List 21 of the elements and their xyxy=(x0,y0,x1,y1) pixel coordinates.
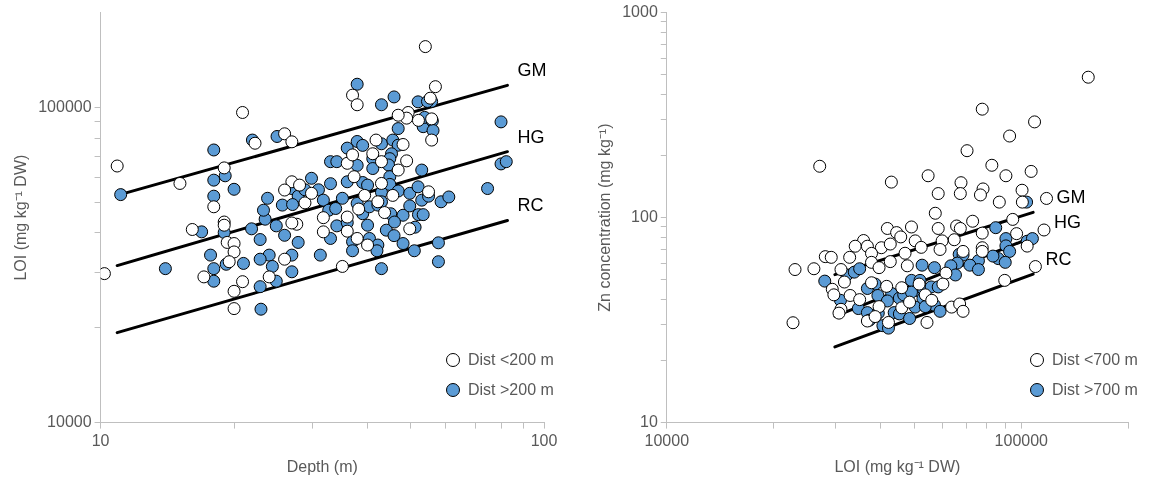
series-label: GM xyxy=(1056,187,1086,208)
x-tick-label: 100 xyxy=(530,431,558,449)
x-axis-title: LOI (mg kg⁻¹ DW) xyxy=(834,457,961,475)
x-tick-label: 10000 xyxy=(644,431,690,449)
legend-label: Dist >200 m xyxy=(468,380,554,399)
series-label: HG xyxy=(517,126,545,147)
y-axis-title: Zn concentration (mg kg⁻¹) xyxy=(596,123,614,312)
series-label: RC xyxy=(517,195,544,216)
x-tick-label: 100000 xyxy=(994,431,1049,449)
legend-label: Dist <700 m xyxy=(1052,350,1138,369)
x-axis-title: Depth (m) xyxy=(286,457,358,475)
series-label: RC xyxy=(1045,249,1072,270)
series-label: HG xyxy=(1054,211,1081,232)
series-label: GM xyxy=(517,60,547,81)
y-tick-label: 1000 xyxy=(622,3,658,21)
y-tick-label: 10 xyxy=(640,413,658,431)
x-tick-label: 10 xyxy=(91,431,110,449)
legend-label: Dist >700 m xyxy=(1052,380,1138,399)
y-axis-title: LOI (mg kg⁻¹ DW) xyxy=(12,154,30,281)
legend-label: Dist <200 m xyxy=(468,350,554,369)
y-tick-label: 100 xyxy=(631,208,658,226)
